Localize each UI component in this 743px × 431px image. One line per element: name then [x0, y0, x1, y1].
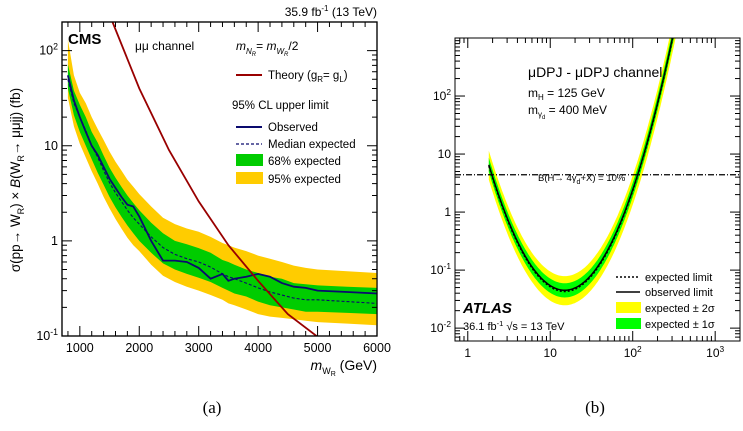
theory-line: [111, 22, 319, 336]
x-tick-label: 102: [624, 344, 642, 360]
y-tick-label: 10-1: [36, 327, 58, 343]
x-tick-label: 1000: [66, 341, 94, 355]
band-95-expected: [67, 39, 378, 326]
x-tick-label: 4000: [244, 341, 272, 355]
y-tick-label: 102: [39, 42, 58, 58]
legend-95-swatch: [236, 172, 263, 184]
legend-1sigma-label: expected ± 1σ: [645, 319, 715, 331]
legend-2sigma-swatch: [616, 302, 641, 313]
legend-median-label: Median expected: [268, 139, 356, 151]
x-tick-label: 1: [464, 346, 471, 360]
legend-observed-label: Observed: [268, 122, 318, 134]
y-tick-label: 10-1: [430, 261, 451, 277]
caption-a: (a): [203, 398, 222, 417]
x-tick-label: 2000: [125, 341, 153, 355]
observed-line: [67, 75, 378, 295]
atlas-mgamma: mγd = 400 MeV: [528, 103, 607, 121]
cms-lumi: 35.9 fb-1 (13 TeV): [285, 4, 377, 19]
x-tick-label: 10: [544, 346, 558, 360]
atlas-channel: μDPJ - μDPJ channel: [528, 64, 662, 80]
cms-legend: Theory (gR= gL) 95% CL upper limit Obser…: [232, 70, 356, 186]
cms-y-axis-label: σ(pp→ WR) × B(WR→ μμjj) (fb): [8, 88, 26, 272]
y-tick-label: 102: [433, 87, 451, 103]
x-tick-label: 3000: [185, 341, 213, 355]
x-tick-label: 6000: [363, 341, 391, 355]
cms-channel: μμ channel: [135, 39, 194, 53]
caption-b: (b): [585, 398, 605, 417]
legend-68-label: 68% expected: [268, 156, 341, 168]
observed-limit-line: [488, 38, 674, 291]
median-expected-line: [67, 79, 378, 304]
legend-expected-label: expected limit: [645, 272, 712, 284]
atlas-panel: 1 10 102 103 10-2 10-1 1 10 102 μDPJ - μDPJ chan…: [430, 37, 741, 360]
x-tick-label: 5000: [304, 341, 332, 355]
atlas-legend: expected limit observed limit expected ±…: [616, 272, 715, 331]
y-tick-label: 10: [438, 147, 452, 161]
legend-2sigma-label: expected ± 2σ: [645, 303, 715, 315]
atlas-br-label: B(H→ 4γd+X) = 10%: [538, 173, 626, 186]
y-tick-label: 1: [51, 234, 58, 248]
y-tick-label: 10-2: [430, 319, 451, 335]
legend-95-label: 95% expected: [268, 174, 341, 186]
atlas-lumi: 36.1 fb-1 √s = 13 TeV: [463, 319, 565, 333]
cms-mass-assumption: mNR= mWR/2: [236, 39, 299, 58]
atlas-logo: ATLAS: [462, 300, 512, 317]
y-tick-label: 10: [44, 139, 58, 153]
cms-x-axis-label: mWR (GeV): [311, 357, 377, 378]
atlas-mh: mH = 125 GeV: [528, 86, 605, 102]
band-68-expected: [67, 64, 378, 315]
legend-68-swatch: [236, 154, 263, 166]
x-tick-label: 103: [706, 344, 724, 360]
cms-logo: CMS: [68, 31, 101, 48]
cms-panel: 1000 2000 3000 4000 5000 6000 10-1 1 10 102 35.9 …: [8, 4, 391, 378]
legend-1sigma-swatch: [616, 318, 641, 329]
legend-cl-title: 95% CL upper limit: [232, 100, 330, 112]
legend-observed-label-b: observed limit: [645, 287, 713, 299]
y-tick-label: 1: [444, 205, 451, 219]
legend-theory-label: Theory (gR= gL): [268, 70, 348, 84]
